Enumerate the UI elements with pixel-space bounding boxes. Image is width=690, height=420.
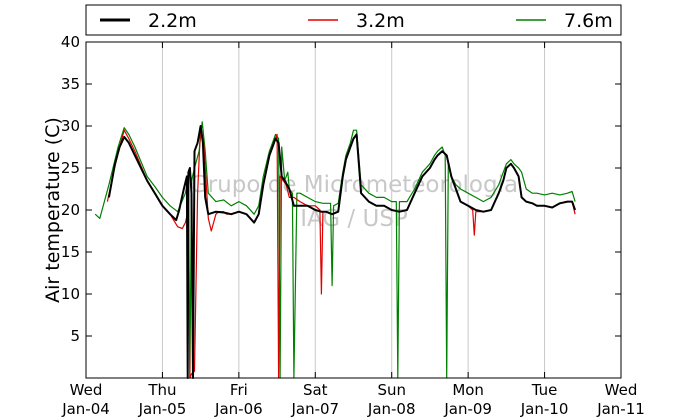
watermark: Grupo de Micrometeorologia IAG / USP <box>190 172 518 232</box>
y-tick-label: 40 <box>61 33 80 51</box>
x-tick-label-date: Jan-08 <box>367 400 416 418</box>
x-tick-label-day: Fri <box>230 381 248 399</box>
x-tick-label-day: Sun <box>377 381 406 399</box>
y-tick-label: 10 <box>61 285 80 303</box>
x-tick-label-date: Jan-06 <box>214 400 263 418</box>
x-axis: WedJan-04ThuJan-05FriJan-06SatJan-07SunJ… <box>61 42 645 418</box>
x-tick-label-day: Sat <box>303 381 328 399</box>
y-tick-label: 20 <box>61 201 80 219</box>
y-axis-title: Air temperature (C) <box>42 117 64 303</box>
legend: 2.2m 3.2m 7.6m <box>85 4 622 36</box>
x-tick-label-day: Mon <box>452 381 484 399</box>
x-tick-label-date: Jan-04 <box>61 400 110 418</box>
watermark-line-1: Grupo de Micrometeorologia <box>190 172 518 198</box>
x-tick-label-date: Jan-11 <box>596 400 645 418</box>
x-tick-label-day: Thu <box>147 381 176 399</box>
y-tick-label: 30 <box>61 117 80 135</box>
series-line-7-6m <box>94 121 576 379</box>
legend-label-3-2m: 3.2m <box>356 10 405 32</box>
series-line-3-2m <box>106 125 576 379</box>
x-tick-label-date: Jan-05 <box>138 400 187 418</box>
x-tick-label-day: Wed <box>605 381 638 399</box>
y-tick-label: 25 <box>61 159 80 177</box>
y-axis: 5 10 15 20 25 30 35 40 <box>61 33 621 345</box>
legend-label-2-2m: 2.2m <box>148 10 197 32</box>
series-lines <box>94 121 577 379</box>
y-tick-label: 15 <box>61 243 80 261</box>
y-tick-label: 5 <box>70 327 80 345</box>
x-tick-label-day: Tue <box>531 381 558 399</box>
x-tick-label-date: Jan-07 <box>290 400 339 418</box>
x-tick-label-date: Jan-09 <box>443 400 492 418</box>
x-tick-label-date: Jan-10 <box>520 400 569 418</box>
series-line-2-2m <box>107 125 577 379</box>
legend-label-7-6m: 7.6m <box>564 10 613 32</box>
x-tick-label-day: Wed <box>70 381 103 399</box>
y-tick-label: 35 <box>61 75 80 93</box>
